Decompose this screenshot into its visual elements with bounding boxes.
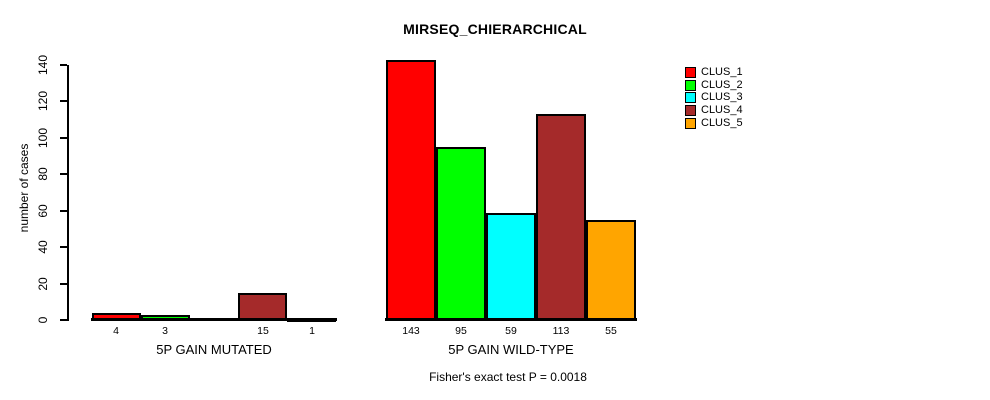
- bar-value-label: 4: [113, 325, 119, 337]
- y-axis-tick: [60, 319, 67, 321]
- legend-item-label: CLUS_2: [701, 78, 743, 91]
- legend-color-swatch: [685, 104, 696, 116]
- bar-value-label: 1: [309, 325, 315, 337]
- bar-clus_5-mutated: [287, 318, 336, 322]
- legend: CLUS_1 CLUS_2 CLUS_3 CLUS_4 CLUS_5: [685, 66, 743, 129]
- y-axis-tick: [60, 246, 67, 248]
- bar-value-label: 59: [505, 325, 517, 337]
- y-axis-tick: [60, 173, 67, 175]
- y-axis-tick: [60, 64, 67, 66]
- y-axis-tick: [60, 283, 67, 285]
- legend-item-clus_2: CLUS_2: [685, 79, 743, 92]
- legend-item-clus_1: CLUS_1: [685, 66, 743, 79]
- chart-title: MIRSEQ_CHIERARCHICAL: [403, 21, 587, 37]
- bar-clus_5-wild-type: [586, 220, 636, 320]
- fisher-test-annotation: Fisher's exact test P = 0.0018: [429, 370, 587, 384]
- x-axis-group-label: 5P GAIN MUTATED: [156, 342, 272, 357]
- bar-value-label: 95: [455, 325, 467, 337]
- bar-clus_4-wild-type: [536, 114, 586, 320]
- y-axis-tick-label: 40: [36, 240, 50, 254]
- y-axis-tick-label: 0: [36, 316, 50, 324]
- legend-item-clus_3: CLUS_3: [685, 91, 743, 104]
- legend-item-label: CLUS_5: [701, 116, 743, 129]
- bar-clus_2-mutated: [141, 315, 190, 320]
- legend-color-swatch: [685, 92, 696, 104]
- y-axis-tick-label: 100: [36, 127, 50, 149]
- legend-color-swatch: [685, 66, 696, 78]
- legend-item-clus_4: CLUS_4: [685, 104, 743, 117]
- bar-clus_1-wild-type: [386, 60, 436, 320]
- y-axis-tick: [60, 100, 67, 102]
- bar-value-label: 55: [605, 325, 617, 337]
- bar-clus_1-mutated: [92, 313, 141, 320]
- bar-clus_2-wild-type: [436, 147, 486, 320]
- y-axis-tick: [60, 210, 67, 212]
- bar-value-label: 3: [162, 325, 168, 337]
- legend-item-label: CLUS_4: [701, 103, 743, 116]
- legend-item-clus_5: CLUS_5: [685, 117, 743, 130]
- legend-color-swatch: [685, 79, 696, 91]
- bar-clus_4-mutated: [238, 293, 287, 320]
- y-axis-tick-label: 120: [36, 90, 50, 112]
- y-axis-tick-label: 20: [36, 277, 50, 291]
- legend-item-label: CLUS_3: [701, 91, 743, 104]
- x-axis-group-label: 5P GAIN WILD-TYPE: [448, 342, 574, 357]
- bar-clus_3-wild-type: [486, 213, 536, 320]
- y-axis-line: [67, 65, 69, 321]
- bar-value-label: 143: [402, 325, 420, 337]
- bar-value-label: 15: [257, 325, 269, 337]
- x-axis-baseline: [91, 318, 337, 321]
- y-axis-title: number of cases: [17, 143, 31, 233]
- legend-color-swatch: [685, 117, 696, 129]
- bar-value-label: 113: [552, 325, 570, 337]
- y-axis-tick: [60, 137, 67, 139]
- y-axis-tick-label: 140: [36, 54, 50, 76]
- legend-item-label: CLUS_1: [701, 65, 743, 78]
- y-axis-tick-label: 60: [36, 204, 50, 218]
- y-axis-tick-label: 80: [36, 167, 50, 181]
